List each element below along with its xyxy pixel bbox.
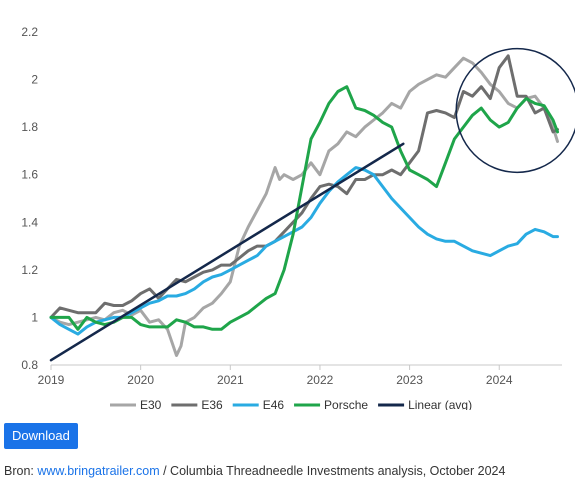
x-tick-label: 2019	[38, 373, 65, 387]
legend: E30 E36 E46 Porsche Linear (avg)	[110, 398, 472, 410]
legend-label: E30	[140, 398, 162, 410]
highlight-ellipse	[455, 47, 575, 174]
series-line-porsche	[49, 85, 559, 331]
y-tick-label: 2.2	[21, 25, 38, 39]
series-line-e30	[49, 56, 559, 357]
legend-label: Porsche	[324, 398, 368, 410]
plot-series	[49, 54, 559, 362]
annotation-layer	[455, 47, 575, 174]
source-note: Bron: www.bringatrailer.com / Columbia T…	[4, 464, 505, 478]
y-tick-label: 2	[31, 73, 38, 87]
legend-label: Linear (avg)	[408, 398, 472, 410]
source-suffix: / Columbia Threadneedle Investments anal…	[159, 464, 506, 478]
legend-item: E36	[171, 398, 223, 410]
source-link[interactable]: www.bringatrailer.com	[37, 464, 160, 478]
legend-item: Porsche	[294, 398, 368, 410]
y-tick-label: 1.2	[21, 263, 38, 277]
x-tick-label: 2022	[307, 373, 334, 387]
y-tick-label: 0.8	[21, 358, 38, 372]
x-tick-label: 2021	[217, 373, 244, 387]
x-axis: 2019 2020 2021 2022 2023 2024	[38, 364, 562, 387]
legend-item: E46	[232, 398, 285, 410]
y-tick-label: 1.8	[21, 120, 38, 134]
y-tick-label: 1.4	[21, 215, 38, 229]
legend-label: E46	[263, 398, 285, 410]
series-line-linear-avg	[49, 142, 405, 362]
legend-label: E36	[201, 398, 223, 410]
source-prefix: Bron:	[4, 464, 38, 478]
series-line-e46	[49, 166, 559, 336]
series-line-e36	[49, 54, 559, 319]
x-tick-label: 2023	[396, 373, 423, 387]
y-axis-tick-labels: 0.8 1 1.2 1.4 1.6 1.8 2 2.2	[21, 25, 38, 372]
x-tick-label: 2024	[486, 373, 513, 387]
y-tick-label: 1	[31, 310, 38, 324]
y-tick-label: 1.6	[21, 168, 38, 182]
legend-item: E30	[110, 398, 162, 410]
legend-item: Linear (avg)	[378, 398, 472, 410]
line-chart: 0.8 1 1.2 1.4 1.6 1.8 2 2.2 2019 2020 2021 2022 202…	[21, 25, 575, 410]
x-tick-label: 2020	[127, 373, 154, 387]
download-button[interactable]: Download	[4, 423, 78, 449]
